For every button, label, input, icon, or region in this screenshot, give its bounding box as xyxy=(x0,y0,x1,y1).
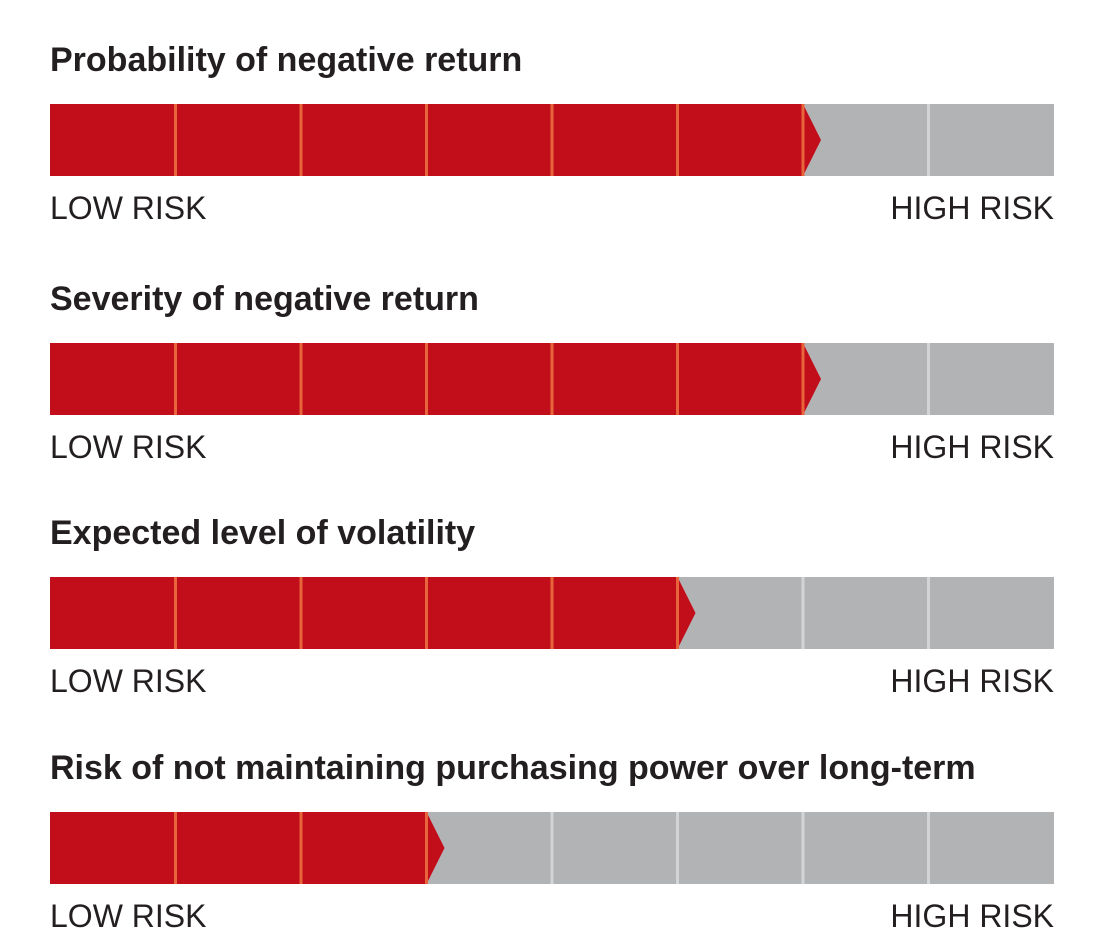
track-divider xyxy=(801,812,805,884)
low-risk-label: LOW RISK xyxy=(50,898,207,934)
high-risk-label: HIGH RISK xyxy=(890,898,1054,934)
fill-divider xyxy=(676,104,679,176)
track-divider xyxy=(927,812,930,884)
low-risk-label: LOW RISK xyxy=(50,190,207,226)
fill-divider xyxy=(299,812,303,884)
fill-divider xyxy=(676,577,679,649)
risk-bar xyxy=(50,577,1054,649)
fill-divider xyxy=(425,812,428,884)
fill-divider xyxy=(174,343,177,415)
fill-divider xyxy=(174,577,177,649)
fill-divider xyxy=(425,104,428,176)
high-risk-label: HIGH RISK xyxy=(890,663,1054,699)
fill-divider xyxy=(299,343,303,415)
risk-scale-labels: LOW RISK HIGH RISK xyxy=(50,427,1054,467)
fill-divider xyxy=(425,343,428,415)
risk-bar xyxy=(50,104,1054,176)
fill-divider xyxy=(299,104,303,176)
fill-divider xyxy=(550,343,554,415)
fill-divider xyxy=(550,104,554,176)
risk-scale-labels: LOW RISK HIGH RISK xyxy=(50,188,1054,228)
gauge-title: Expected level of volatility xyxy=(50,514,476,552)
risk-level-fill xyxy=(50,343,821,415)
fill-divider xyxy=(550,577,554,649)
low-risk-label: LOW RISK xyxy=(50,663,207,699)
track-divider xyxy=(550,812,554,884)
track-divider xyxy=(927,343,930,415)
risk-scale-labels: LOW RISK HIGH RISK xyxy=(50,896,1054,936)
fill-divider xyxy=(801,343,805,415)
risk-level-fill xyxy=(50,812,445,884)
track-divider xyxy=(801,577,805,649)
gauge-expected-volatility: Expected level of volatility LOW RISK HI… xyxy=(50,513,1054,699)
gauge-title: Risk of not maintaining purchasing power… xyxy=(50,749,976,787)
high-risk-label: HIGH RISK xyxy=(890,190,1054,226)
low-risk-label: LOW RISK xyxy=(50,429,207,465)
track-divider xyxy=(927,577,930,649)
fill-divider xyxy=(174,104,177,176)
fill-divider xyxy=(801,104,805,176)
risk-bar xyxy=(50,812,1054,884)
gauge-title: Probability of negative return xyxy=(50,41,523,79)
track-divider xyxy=(927,104,930,176)
fill-divider xyxy=(174,812,177,884)
gauge-severity-negative-return: Severity of negative return LOW RISK HIG… xyxy=(50,279,1054,465)
fill-divider xyxy=(299,577,303,649)
risk-bar xyxy=(50,343,1054,415)
fill-divider xyxy=(425,577,428,649)
risk-scale-labels: LOW RISK HIGH RISK xyxy=(50,661,1054,701)
gauge-purchasing-power: Risk of not maintaining purchasing power… xyxy=(50,748,1054,934)
gauge-probability-negative-return: Probability of negative return LOW RISK … xyxy=(50,40,1054,226)
track-divider xyxy=(676,812,679,884)
gauge-title: Severity of negative return xyxy=(50,280,479,318)
fill-divider xyxy=(676,343,679,415)
risk-level-fill xyxy=(50,104,821,176)
risk-level-fill xyxy=(50,577,696,649)
high-risk-label: HIGH RISK xyxy=(890,429,1054,465)
